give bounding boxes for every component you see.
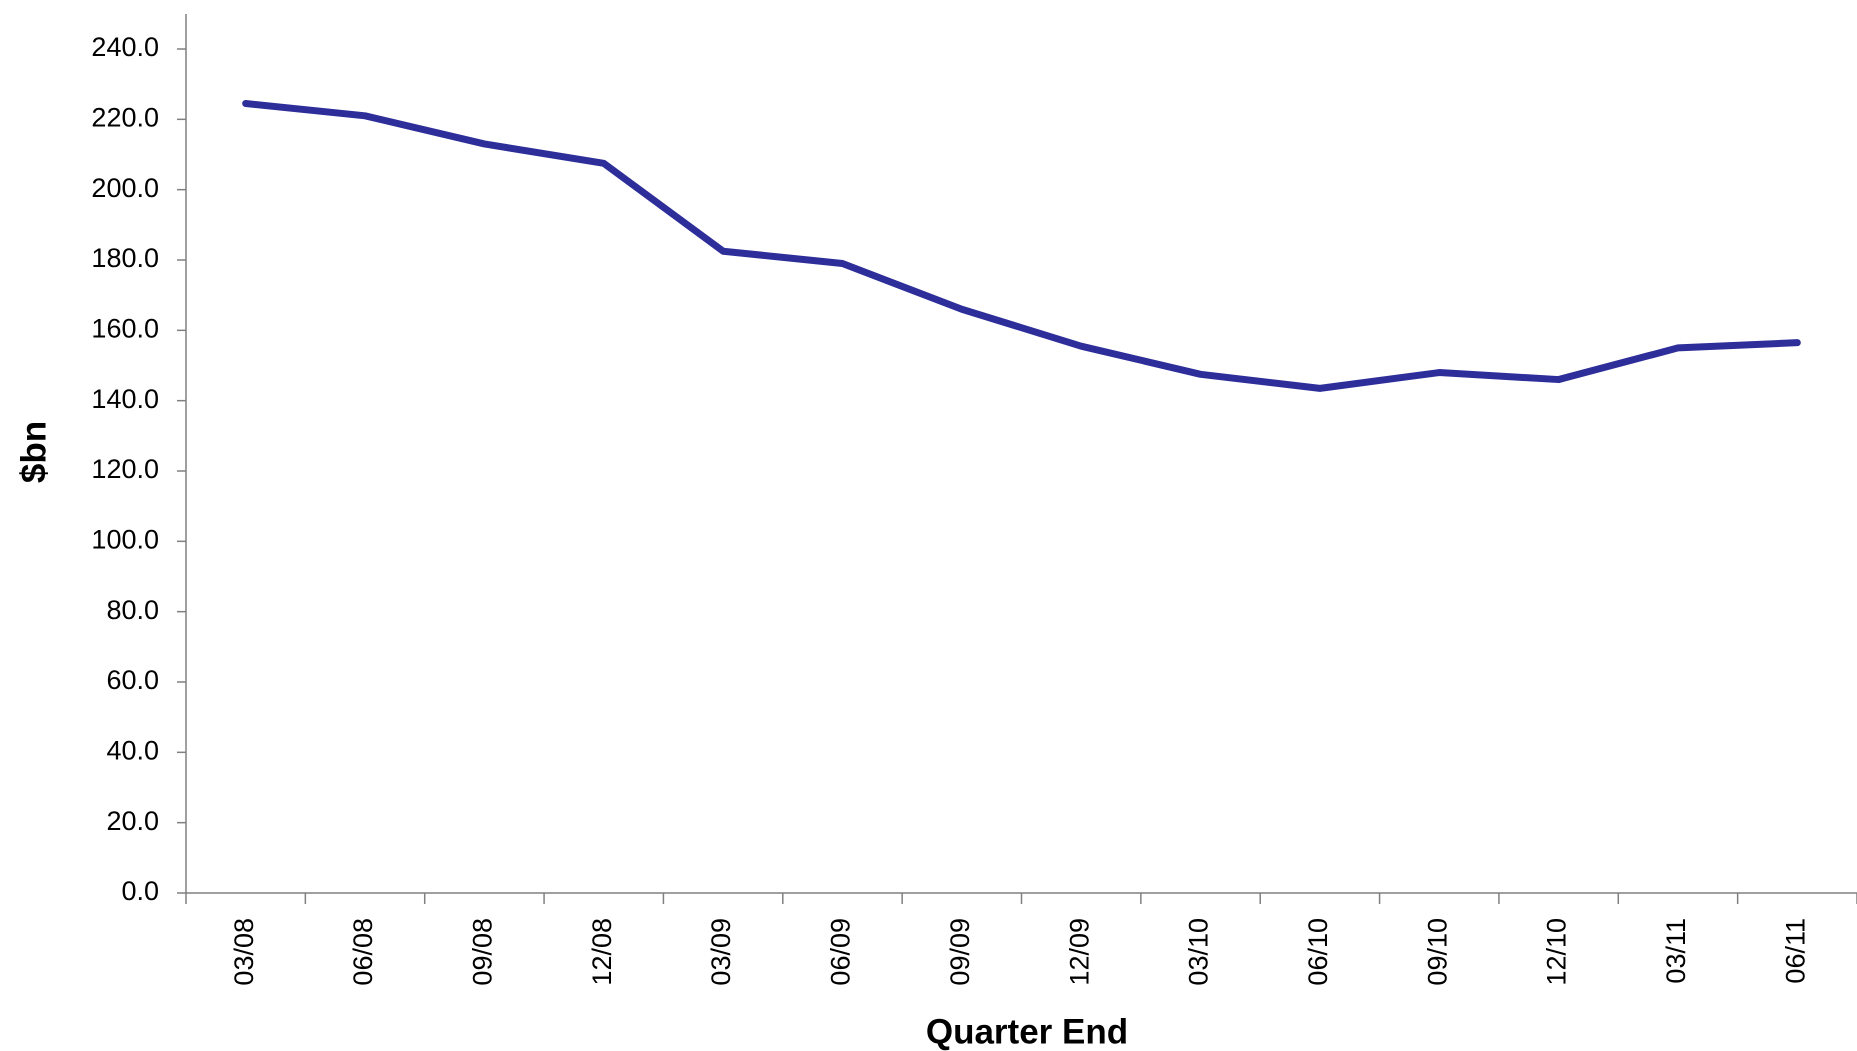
y-tick-label: 180.0	[91, 243, 159, 273]
x-tick-label: 09/08	[468, 918, 498, 986]
y-tick-label: 40.0	[106, 735, 159, 765]
x-tick-label: 03/08	[229, 918, 259, 986]
y-tick-label: 120.0	[91, 454, 159, 484]
y-tick-label: 60.0	[106, 665, 159, 695]
x-tick-label: 03/11	[1661, 918, 1691, 984]
x-tick-label: 03/09	[706, 918, 736, 986]
x-tick-label: 12/09	[1064, 918, 1094, 986]
x-tick-label: 03/10	[1184, 918, 1214, 986]
y-tick-label: 200.0	[91, 173, 159, 203]
y-tick-label: 100.0	[91, 524, 159, 554]
line-series	[242, 100, 1801, 392]
y-tick-label: 0.0	[121, 876, 159, 906]
x-tick-label: 06/10	[1303, 918, 1333, 986]
y-tick-label: 140.0	[91, 384, 159, 414]
y-axis-title: $bn	[14, 421, 53, 483]
x-tick-label: 06/08	[348, 918, 378, 986]
x-tick-label: 06/11	[1780, 918, 1810, 984]
y-tick-label: 20.0	[106, 806, 159, 836]
x-tick-label: 12/08	[587, 918, 617, 986]
x-tick-label: 09/09	[945, 918, 975, 986]
y-tick-label: 80.0	[106, 595, 159, 625]
x-axis-title: Quarter End	[926, 1012, 1128, 1051]
y-tick-label: 160.0	[91, 313, 159, 343]
x-tick-label: 06/09	[826, 918, 856, 986]
y-tick-label: 220.0	[91, 102, 159, 132]
y-tick-label: 240.0	[91, 32, 159, 62]
x-tick-label: 12/10	[1542, 918, 1572, 986]
x-tick-label: 09/10	[1422, 918, 1452, 986]
